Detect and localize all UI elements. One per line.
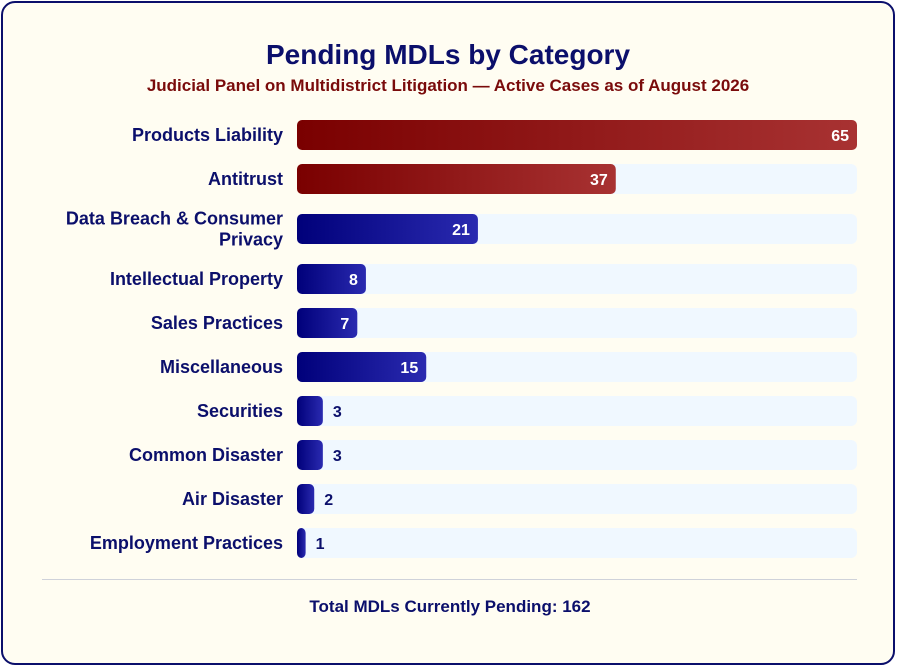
bar-track [297,352,857,382]
bar [297,396,323,426]
bar [297,484,315,514]
bar-track [297,484,857,514]
bar [297,352,427,382]
bar-track [297,440,857,470]
bar-value-label: 7 [340,316,349,333]
bar-value-label: 21 [452,222,470,239]
footer-divider [42,579,857,580]
category-label: Air Disaster [182,489,283,509]
bar [297,528,306,558]
bar-row: 3 Securities [197,396,857,426]
chart-title: Pending MDLs by Category [265,39,631,70]
category-label: Employment Practices [90,533,283,553]
bar-track [297,308,857,338]
bar-value-label: 37 [590,172,608,189]
bar-row: 3 Common Disaster [129,440,857,470]
bar-row: 21 Data Breach & Consumer Privacy [66,209,857,250]
category-label: Securities [197,401,283,421]
bar-row: 8 Intellectual Property [110,264,857,294]
bar-value-label: 2 [324,492,333,509]
category-label: Intellectual Property [110,269,283,289]
bar [297,214,478,244]
bar [297,120,857,150]
category-label: Antitrust [208,169,283,189]
bar-row: 15 Miscellaneous [160,352,857,382]
category-label: Products Liability [132,125,283,145]
bar-value-label: 15 [400,360,418,377]
bar-value-label: 1 [316,536,325,553]
bar-track [297,396,857,426]
bar-track [297,528,857,558]
category-label: Sales Practices [151,313,283,333]
bar-row: 2 Air Disaster [182,484,857,514]
category-label: Common Disaster [129,445,283,465]
bar-row: 65 Products Liability [132,120,857,150]
bar-row: 37 Antitrust [208,164,857,194]
bar-track [297,264,857,294]
chart-subtitle: Judicial Panel on Multidistrict Litigati… [146,76,750,95]
category-label: Miscellaneous [160,357,283,377]
bar [297,440,323,470]
bar-row: 7 Sales Practices [151,308,857,338]
category-label: Data Breach & Consumer Privacy [66,209,283,250]
total-pending: Total MDLs Currently Pending: 162 [309,597,591,616]
bar-value-label: 3 [333,448,342,465]
bar-value-label: 8 [349,272,358,289]
bar [297,308,358,338]
bar-value-label: 3 [333,404,342,421]
bar-value-label: 65 [831,128,849,145]
bar-row: 1 Employment Practices [90,528,857,558]
bar [297,164,616,194]
bar [297,264,366,294]
